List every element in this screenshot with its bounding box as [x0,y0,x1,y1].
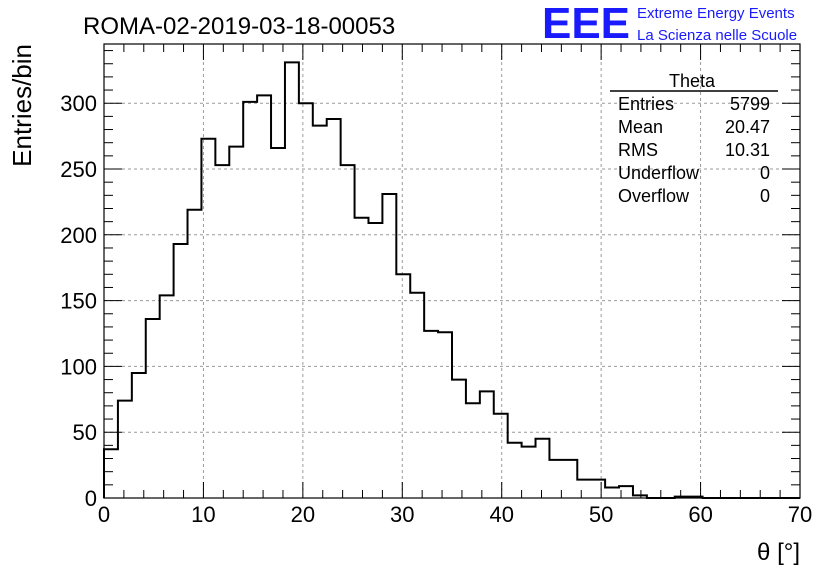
x-tick-label: 20 [291,502,315,527]
x-tick-label: 70 [788,502,812,527]
y-axis-label: Entries/bin [7,44,37,167]
x-tick-label: 60 [688,502,712,527]
stats-title: Theta [669,71,716,91]
histogram-series [103,61,800,499]
chart-title: ROMA-02-2019-03-18-00053 [83,13,395,40]
stats-label: Overflow [618,186,690,206]
stats-value: 0 [760,186,770,206]
y-tick-label: 150 [60,289,97,314]
y-tick-label: 250 [60,157,97,182]
logo-line-1: Extreme Energy Events [637,5,795,22]
x-axis-label: θ [°] [757,539,800,566]
stats-box: Theta Entries 5799 Mean 20.47 RMS 10.31 Underf… [610,71,778,206]
y-tick-label: 300 [60,91,97,116]
plot-frame [103,43,801,499]
y-tick-label: 200 [60,223,97,248]
eee-logo: EEE [542,0,630,48]
stats-value: 5799 [730,94,770,114]
stats-value: 0 [760,163,770,183]
stats-label: RMS [618,140,658,160]
stats-value: 20.47 [725,117,770,137]
x-tick-labels: 0 10 20 30 40 50 60 70 [98,502,812,527]
grid-lines [104,44,800,498]
x-tick-label: 40 [489,502,513,527]
axis-ticks [103,44,801,499]
y-tick-label: 50 [73,420,97,445]
y-tick-label: 100 [60,354,97,379]
x-tick-label: 10 [191,502,215,527]
x-tick-label: 50 [589,502,613,527]
stats-label: Underflow [618,163,700,183]
stats-label: Entries [618,94,674,114]
stats-label: Mean [618,117,663,137]
x-tick-label: 30 [390,502,414,527]
y-tick-labels: 0 50 100 150 200 250 300 [60,91,97,511]
stats-value: 10.31 [725,140,770,160]
logo-line-2: La Scienza nelle Scuole [637,27,797,44]
y-tick-label: 0 [85,486,97,511]
x-tick-label: 0 [98,502,110,527]
